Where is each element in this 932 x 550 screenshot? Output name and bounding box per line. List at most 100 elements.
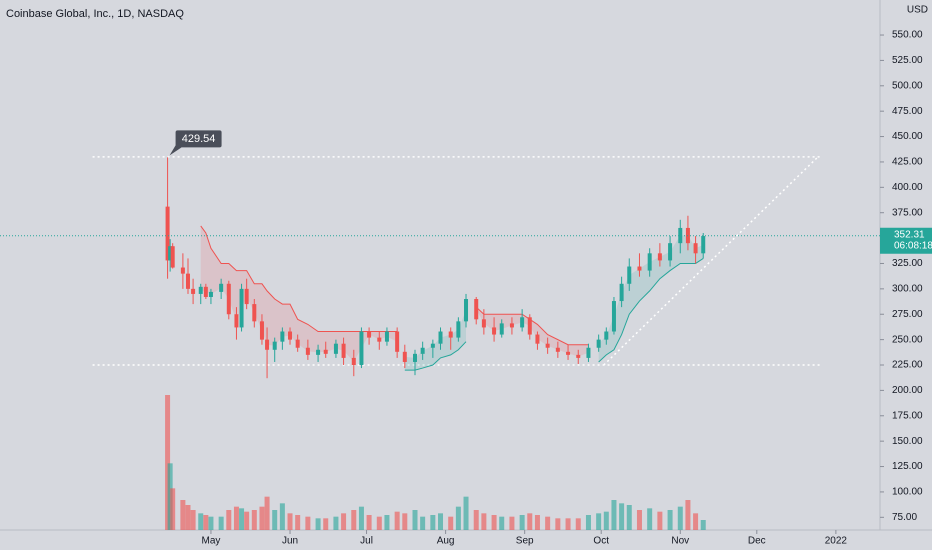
- candle-body: [474, 299, 479, 320]
- volume-bar: [315, 518, 321, 530]
- y-tick-label: 550.00: [892, 30, 923, 41]
- y-tick-label: 100.00: [892, 487, 923, 498]
- candle-body: [198, 286, 203, 294]
- candle-body: [668, 243, 673, 261]
- volume-bar: [685, 500, 691, 530]
- candle-body: [305, 347, 310, 355]
- lower-line: [404, 341, 467, 371]
- y-tick-label: 500.00: [892, 80, 923, 91]
- volume-bar: [218, 516, 224, 530]
- candle-body: [657, 253, 662, 261]
- x-tick-label: Jul: [360, 536, 373, 547]
- volume-bar: [534, 515, 540, 530]
- volume-bar: [165, 395, 171, 530]
- volume-bar: [226, 510, 232, 530]
- volume-bar: [647, 508, 653, 530]
- volume-bar: [585, 515, 591, 530]
- x-tick-label: Sep: [516, 536, 534, 547]
- candle-body: [316, 349, 321, 355]
- volume-bar: [264, 496, 270, 530]
- y-tick-label: 150.00: [892, 436, 923, 447]
- volume-bar: [167, 463, 173, 530]
- y-tick-label: 450.00: [892, 131, 923, 142]
- volume-bar: [438, 513, 444, 530]
- y-tick-label: 300.00: [892, 284, 923, 295]
- candle-body: [637, 266, 642, 271]
- y-tick-label: 375.00: [892, 207, 923, 218]
- volume-bar: [412, 510, 418, 530]
- lower-line: [598, 257, 704, 363]
- y-tick-label: 250.00: [892, 334, 923, 345]
- candle-body: [430, 343, 435, 348]
- x-tick-label: Oct: [593, 536, 609, 547]
- y-tick-label: 200.00: [892, 385, 923, 396]
- volume-bar: [233, 506, 239, 530]
- candle-body: [555, 347, 560, 352]
- volume-bar: [596, 513, 602, 530]
- candle-body: [481, 319, 486, 328]
- candle-body: [288, 331, 293, 340]
- candle-body: [191, 288, 196, 294]
- candle-body: [359, 331, 364, 366]
- volume-bar: [491, 515, 497, 530]
- volume-bar: [619, 503, 625, 530]
- volume-bar: [198, 513, 204, 530]
- volume-bar: [305, 516, 311, 530]
- volume-bar: [244, 511, 250, 530]
- volume-bar: [693, 513, 699, 530]
- chart-title: Coinbase Global, Inc., 1D, NASDAQ: [6, 8, 184, 20]
- volume-bar: [575, 518, 581, 530]
- candle-body: [234, 314, 239, 328]
- y-tick-label: 525.00: [892, 55, 923, 66]
- candle-body: [265, 339, 270, 350]
- candle-body: [586, 347, 591, 358]
- volume-bar: [358, 506, 364, 530]
- y-tick-label: 275.00: [892, 309, 923, 320]
- volume-bar: [481, 513, 487, 530]
- volume-bar: [185, 505, 191, 530]
- candle-body: [402, 351, 407, 362]
- candle-body: [576, 354, 581, 358]
- volume-bar: [251, 510, 257, 530]
- volume-bar: [203, 515, 209, 530]
- y-tick-label: 175.00: [892, 410, 923, 421]
- x-tick-label: 2022: [825, 536, 848, 547]
- volume-bar: [259, 506, 265, 530]
- volume-bar: [208, 516, 214, 530]
- volume-bar: [402, 513, 408, 530]
- volume-bar: [323, 518, 329, 530]
- volume-bar: [366, 515, 372, 530]
- volume-bar: [180, 500, 186, 530]
- candle-body: [367, 331, 372, 338]
- candle-body: [295, 339, 300, 348]
- volume-bar: [636, 510, 642, 530]
- volume-bar: [430, 515, 436, 530]
- candle-body: [280, 331, 285, 342]
- candle-body: [244, 288, 249, 305]
- volume-bar: [611, 500, 617, 530]
- candle-body: [341, 343, 346, 358]
- candle-body: [509, 323, 514, 328]
- candle-body: [226, 283, 231, 315]
- candle-body: [566, 351, 571, 355]
- candle-body: [520, 317, 525, 328]
- last-price-label: 352.31: [894, 229, 925, 240]
- x-tick-label: Jun: [282, 536, 298, 547]
- candle-body: [239, 288, 244, 328]
- volume-bar: [509, 516, 515, 530]
- volume-bar: [279, 503, 285, 530]
- volume-bar: [473, 510, 479, 530]
- volume-bar: [667, 510, 673, 530]
- candle-body: [168, 246, 173, 261]
- candle-body: [693, 243, 698, 254]
- volume-bar: [376, 516, 382, 530]
- lower-fill: [598, 235, 704, 362]
- volume-bar: [272, 510, 278, 530]
- peak-callout: [175, 130, 222, 148]
- volume-bar: [170, 488, 176, 530]
- candle-body: [252, 304, 257, 322]
- candle-body: [456, 321, 461, 338]
- candle-body: [619, 283, 624, 302]
